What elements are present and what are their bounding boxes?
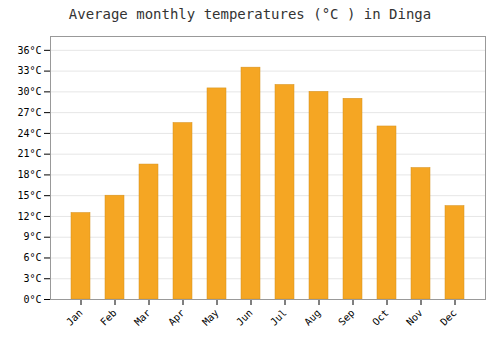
svg-text:Apr: Apr	[166, 307, 187, 328]
svg-text:12°C: 12°C	[17, 211, 41, 222]
svg-text:33°C: 33°C	[17, 65, 41, 76]
svg-text:Nov: Nov	[404, 307, 425, 328]
svg-text:Jul: Jul	[268, 307, 289, 328]
svg-text:30°C: 30°C	[17, 86, 41, 97]
svg-text:15°C: 15°C	[17, 190, 41, 201]
svg-text:Sep: Sep	[336, 307, 357, 328]
svg-text:Jun: Jun	[234, 307, 255, 328]
svg-text:24°C: 24°C	[17, 128, 41, 139]
svg-text:Feb: Feb	[98, 307, 119, 328]
svg-text:18°C: 18°C	[17, 169, 41, 180]
svg-text:May: May	[200, 307, 221, 328]
svg-text:27°C: 27°C	[17, 107, 41, 118]
html-text:Average monthly temperatures (: Average monthly temperatures (°C ) in Di…	[68, 6, 432, 22]
svg-text:Oct: Oct	[370, 307, 391, 328]
svg-text:6°C: 6°C	[23, 252, 41, 263]
svg-text:3°C: 3°C	[23, 273, 41, 284]
svg-text:9°C: 9°C	[23, 231, 41, 242]
svg-text:36°C: 36°C	[17, 45, 41, 56]
svg-text:Dec: Dec	[438, 307, 459, 328]
svg-text:0°C: 0°C	[23, 294, 41, 305]
svg-text:Mar: Mar	[132, 307, 153, 328]
svg-text:Aug: Aug	[302, 307, 323, 328]
svg-text:Jan: Jan	[64, 307, 85, 328]
svg-text:21°C: 21°C	[17, 148, 41, 159]
